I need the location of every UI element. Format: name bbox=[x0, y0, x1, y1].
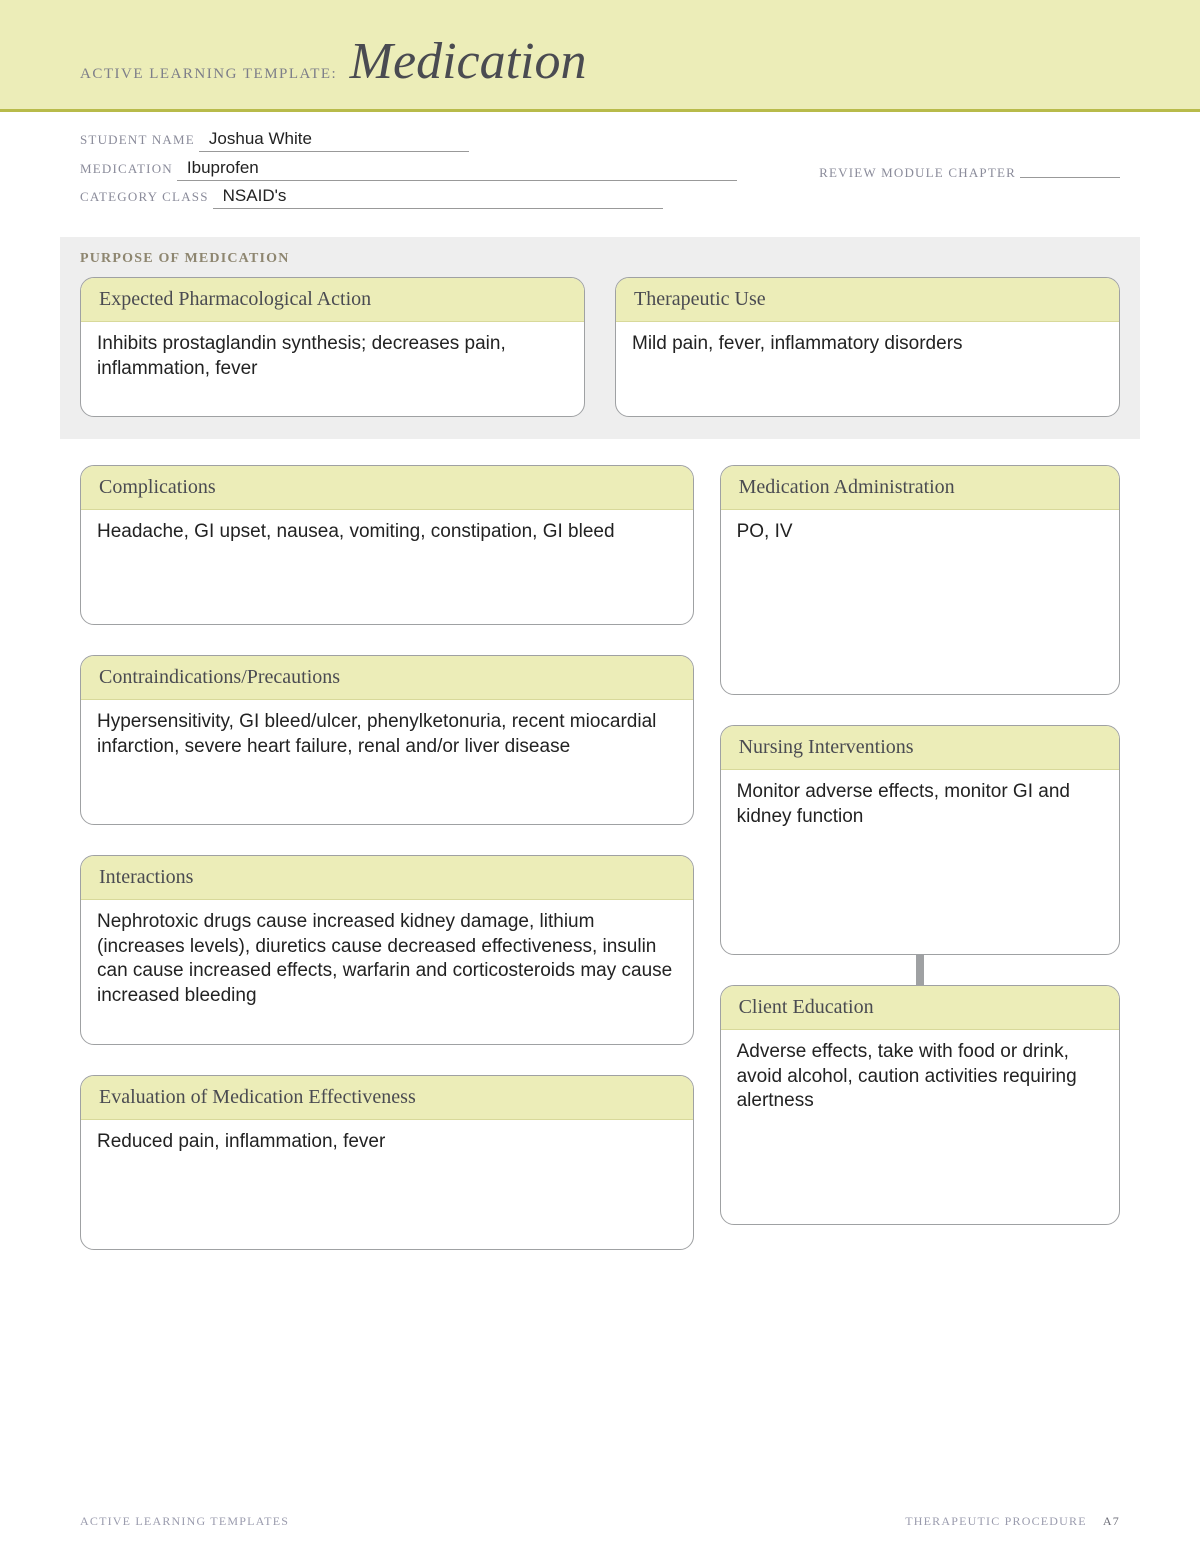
administration-card: Medication Administration PO, IV bbox=[720, 465, 1120, 695]
student-name-field[interactable]: Joshua White bbox=[199, 134, 469, 152]
footer: ACTIVE LEARNING TEMPLATES THERAPEUTIC PR… bbox=[80, 1514, 1120, 1529]
nursing-card: Nursing Interventions Monitor adverse ef… bbox=[720, 725, 1120, 955]
evaluation-title: Evaluation of Medication Effectiveness bbox=[81, 1076, 693, 1120]
evaluation-body: Reduced pain, inflammation, fever bbox=[81, 1120, 693, 1249]
medication-row-wrap: MEDICATION Ibuprofen REVIEW MODULE CHAPT… bbox=[80, 160, 1120, 189]
evaluation-card: Evaluation of Medication Effectiveness R… bbox=[80, 1075, 694, 1250]
medication-field[interactable]: Ibuprofen bbox=[177, 163, 737, 181]
student-name-label: STUDENT NAME bbox=[80, 132, 195, 148]
nursing-body: Monitor adverse effects, monitor GI and … bbox=[721, 770, 1119, 954]
nursing-title: Nursing Interventions bbox=[721, 726, 1119, 770]
client-education-card: Client Education Adverse effects, take w… bbox=[720, 985, 1120, 1225]
left-column: Complications Headache, GI upset, nausea… bbox=[80, 465, 694, 1250]
complications-body: Headache, GI upset, nausea, vomiting, co… bbox=[81, 510, 693, 624]
review-label: REVIEW MODULE CHAPTER bbox=[819, 165, 1016, 181]
therapeutic-use-body: Mild pain, fever, inflammatory disorders bbox=[616, 322, 1119, 416]
administration-body: PO, IV bbox=[721, 510, 1119, 694]
interactions-card: Interactions Nephrotoxic drugs cause inc… bbox=[80, 855, 694, 1045]
contraindications-card: Contraindications/Precautions Hypersensi… bbox=[80, 655, 694, 825]
student-name-row: STUDENT NAME Joshua White bbox=[80, 132, 1120, 152]
pharm-action-card: Expected Pharmacological Action Inhibits… bbox=[80, 277, 585, 417]
purpose-section-label: PURPOSE OF MEDICATION bbox=[80, 251, 1120, 267]
pharm-action-title: Expected Pharmacological Action bbox=[81, 278, 584, 322]
category-field[interactable]: NSAID's bbox=[213, 191, 663, 209]
contraindications-title: Contraindications/Precautions bbox=[81, 656, 693, 700]
footer-right: THERAPEUTIC PROCEDURE A7 bbox=[905, 1514, 1120, 1529]
footer-page-number: A7 bbox=[1103, 1514, 1120, 1528]
complications-card: Complications Headache, GI upset, nausea… bbox=[80, 465, 694, 625]
cards-grid: Complications Headache, GI upset, nausea… bbox=[0, 439, 1200, 1250]
template-prefix: ACTIVE LEARNING TEMPLATE: bbox=[80, 66, 337, 83]
interactions-title: Interactions bbox=[81, 856, 693, 900]
client-education-body: Adverse effects, take with food or drink… bbox=[721, 1030, 1119, 1224]
contraindications-body: Hypersensitivity, GI bleed/ulcer, phenyl… bbox=[81, 700, 693, 824]
student-name-value: Joshua White bbox=[209, 129, 312, 151]
category-row: CATEGORY CLASS NSAID's bbox=[80, 189, 1120, 209]
header-band: ACTIVE LEARNING TEMPLATE: Medication bbox=[0, 0, 1200, 112]
medication-row: MEDICATION Ibuprofen bbox=[80, 161, 819, 181]
footer-right-label: THERAPEUTIC PROCEDURE bbox=[905, 1514, 1087, 1528]
therapeutic-use-title: Therapeutic Use bbox=[616, 278, 1119, 322]
purpose-cards: Expected Pharmacological Action Inhibits… bbox=[80, 277, 1120, 417]
review-row: REVIEW MODULE CHAPTER bbox=[819, 160, 1120, 181]
review-field[interactable] bbox=[1020, 160, 1120, 178]
form-area: STUDENT NAME Joshua White MEDICATION Ibu… bbox=[0, 112, 1200, 227]
right-column: Medication Administration PO, IV Nursing… bbox=[720, 465, 1120, 1250]
category-label: CATEGORY CLASS bbox=[80, 189, 209, 205]
purpose-section: PURPOSE OF MEDICATION Expected Pharmacol… bbox=[60, 237, 1140, 439]
connector-line bbox=[916, 955, 924, 985]
template-title: Medication bbox=[350, 32, 587, 91]
complications-title: Complications bbox=[81, 466, 693, 510]
footer-left: ACTIVE LEARNING TEMPLATES bbox=[80, 1514, 289, 1529]
client-education-title: Client Education bbox=[721, 986, 1119, 1030]
interactions-body: Nephrotoxic drugs cause increased kidney… bbox=[81, 900, 693, 1044]
page: ACTIVE LEARNING TEMPLATE: Medication STU… bbox=[0, 0, 1200, 1553]
pharm-action-body: Inhibits prostaglandin synthesis; decrea… bbox=[81, 322, 584, 416]
administration-title: Medication Administration bbox=[721, 466, 1119, 510]
therapeutic-use-card: Therapeutic Use Mild pain, fever, inflam… bbox=[615, 277, 1120, 417]
category-value: NSAID's bbox=[223, 186, 287, 208]
medication-label: MEDICATION bbox=[80, 161, 173, 177]
medication-value: Ibuprofen bbox=[187, 158, 259, 180]
